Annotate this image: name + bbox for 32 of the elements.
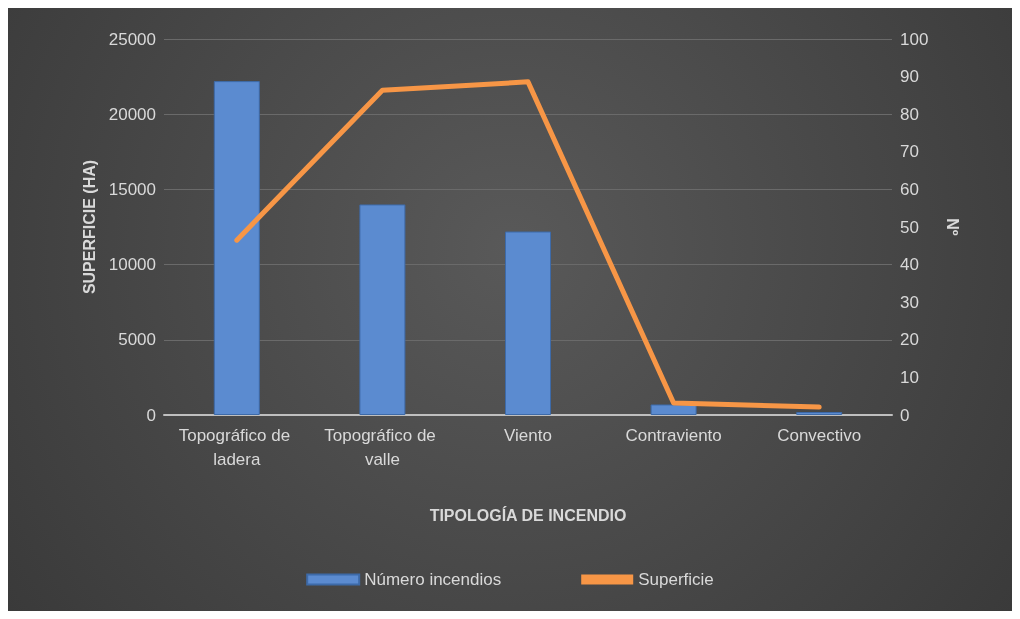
y-tick-label: 10000 xyxy=(108,255,156,275)
y2-tick-label: 20 xyxy=(900,330,919,350)
y2-tick-label: 10 xyxy=(900,367,919,387)
y2-tick-label: 90 xyxy=(900,67,919,87)
x-axis-title: TIPOLOGÍA DE INCENDIO xyxy=(429,505,627,524)
y2-tick-label: 0 xyxy=(900,405,910,425)
y-tick-label: 5000 xyxy=(118,330,156,350)
y2-tick-label: 100 xyxy=(900,29,929,49)
y2-tick-label: 50 xyxy=(900,217,919,237)
bar xyxy=(505,231,551,415)
bar xyxy=(796,411,843,415)
y-tick-label: 15000 xyxy=(108,179,156,199)
y2-axis-title: Nº xyxy=(943,218,961,236)
y2-tick-label: 80 xyxy=(900,104,919,124)
legend-label: Número incendios xyxy=(364,570,502,589)
y-axis-title: SUPERFICIE (HA) xyxy=(81,159,99,295)
x-tick-label: Topográfico de ladera xyxy=(178,425,295,469)
y2-tick-label: 30 xyxy=(900,292,919,312)
x-tick-label: Topográfico de valle xyxy=(324,425,441,469)
bar xyxy=(213,81,260,415)
x-tick-label: Contraviento xyxy=(625,425,722,445)
legend-label: Superficie xyxy=(638,570,714,589)
bar xyxy=(650,404,697,415)
x-tick-label: Viento xyxy=(504,425,552,445)
y2-tick-label: 40 xyxy=(900,255,919,275)
y-tick-label: 25000 xyxy=(108,29,156,49)
bar xyxy=(359,204,406,415)
y-tick-label: 20000 xyxy=(108,104,156,124)
y2-tick-label: 70 xyxy=(900,142,919,162)
y2-tick-label: 60 xyxy=(900,179,919,199)
x-tick-label: Convectivo xyxy=(777,425,862,445)
y-tick-label: 0 xyxy=(146,405,156,425)
